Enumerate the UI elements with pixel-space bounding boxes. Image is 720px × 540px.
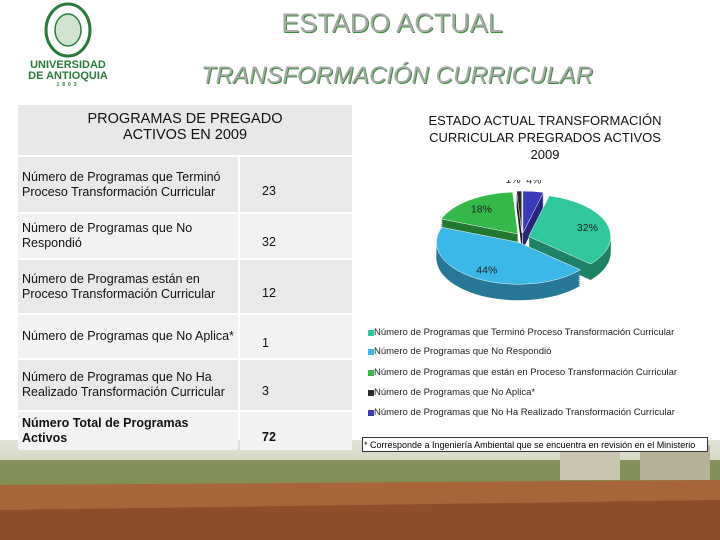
pie-chart: 32% 44% 18% 1% 4%: [436, 180, 611, 301]
table-cell: 3: [240, 360, 352, 410]
footnote: * Corresponde a Ingeniería Ambiental que…: [362, 437, 708, 452]
table-cell: 12: [240, 260, 352, 313]
background-photo: [0, 440, 720, 540]
table-cell: 1: [240, 315, 352, 358]
data-label: 4%: [526, 180, 541, 186]
slide-title: ESTADO ACTUAL: [281, 8, 503, 38]
table: PROGRAMAS DE PREGADO ACTIVOS EN 2009 Núm…: [18, 105, 352, 450]
logo-line: DE ANTIOQUIA: [28, 70, 108, 82]
legend-marker: [368, 370, 374, 376]
slide-subtitle: TRANSFORMACIÓN CURRICULAR: [200, 62, 593, 89]
pie-slice: [436, 227, 581, 285]
legend-label: Número de Programas que No Aplica*: [374, 387, 536, 398]
table-cell: 32: [240, 214, 352, 258]
pie-slice: [516, 190, 523, 234]
legend-label: Número de Programas que están en Proceso…: [374, 367, 678, 378]
table-cell: 72: [240, 412, 352, 450]
table-cell: Número de Programas que No Aplica*: [18, 315, 238, 358]
legend: Número de Programas que Terminó Proceso …: [360, 320, 720, 435]
table-cell: 23: [240, 157, 352, 212]
pie-slice: [440, 191, 519, 235]
pie-slice: [528, 195, 611, 265]
chart-title: ESTADO ACTUAL TRANSFORMACIÓN CURRICULAR …: [428, 113, 662, 162]
logo-line: 1803: [56, 82, 80, 88]
table-cell: Número Total de Programas Activos: [18, 412, 238, 450]
legend-label: Número de Programas que No Ha Realizado …: [374, 407, 675, 418]
logo-text: UNIVERSIDAD DE ANTIOQUIA 1803: [20, 60, 116, 89]
data-label: 1%: [505, 180, 520, 186]
legend-marker: [368, 410, 374, 416]
logo-line: UNIVERSIDAD: [30, 59, 106, 71]
data-label: 44%: [476, 264, 497, 276]
table-cell: Número de Programas que No Respondió: [18, 214, 238, 258]
legend-label: Número de Programas que Terminó Proceso …: [374, 327, 675, 338]
data-label: 32%: [577, 222, 598, 234]
table-title: PROGRAMAS DE PREGADO ACTIVOS EN 2009: [18, 105, 352, 155]
legend-marker: [368, 330, 374, 336]
legend-marker: [368, 349, 374, 355]
legend-marker: [368, 390, 374, 396]
table-cell: Número de Programas están en Proceso Tra…: [18, 260, 238, 313]
table-cell: Número de Programas que Terminó Proceso …: [18, 157, 238, 212]
data-label: 18%: [471, 204, 492, 216]
pie-slice: [522, 190, 544, 234]
logo-emblem: [44, 2, 92, 58]
table-cell: Número de Programas que No Ha Realizado …: [18, 360, 238, 410]
legend-label: Número de Programas que No Respondió: [374, 346, 552, 357]
